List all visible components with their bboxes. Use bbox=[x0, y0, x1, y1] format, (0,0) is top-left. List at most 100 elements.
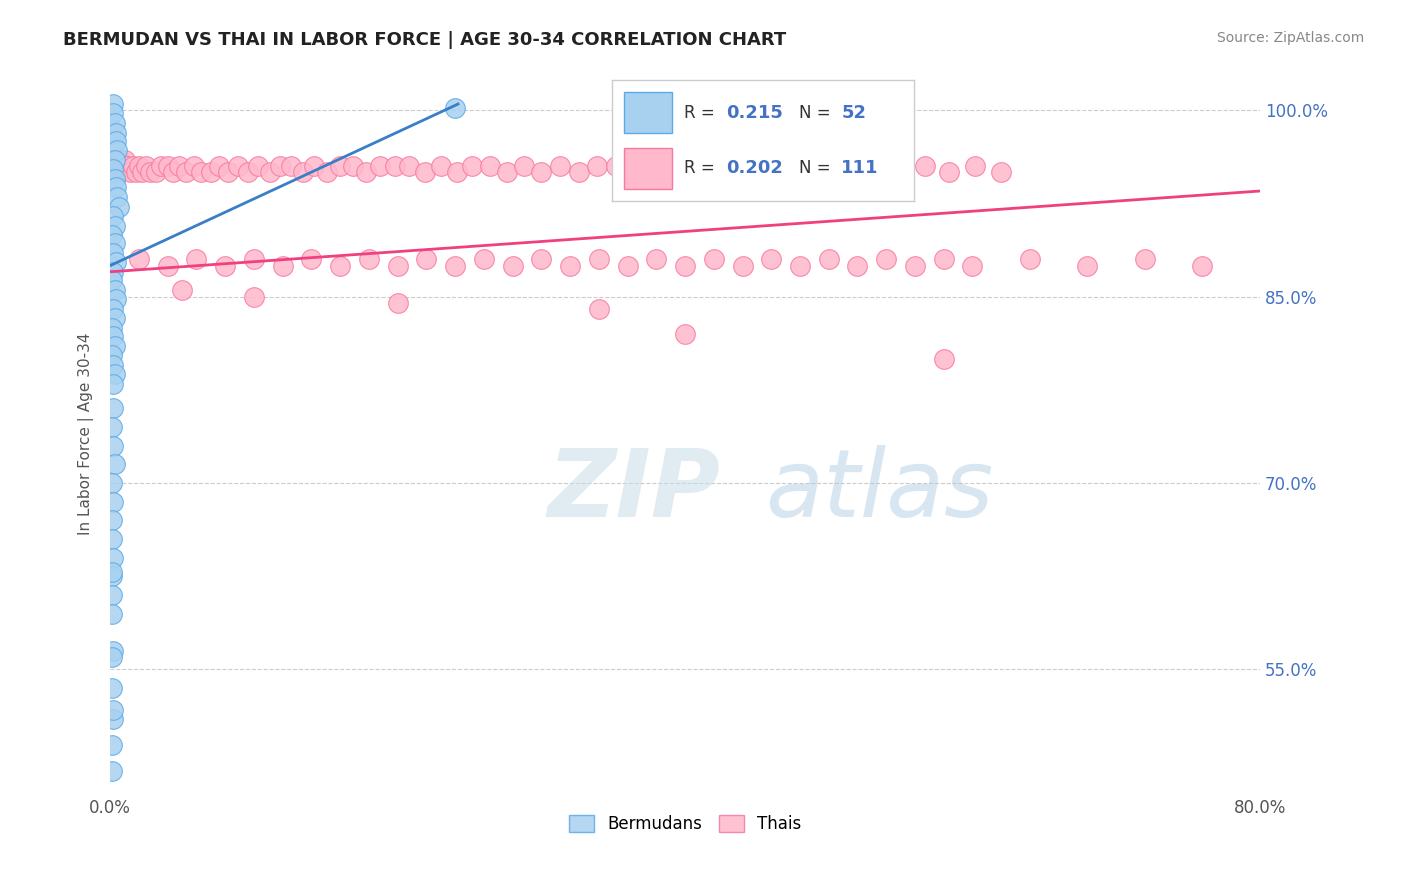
Point bbox=[645, 252, 668, 267]
Text: R =: R = bbox=[685, 103, 720, 122]
Point bbox=[605, 159, 627, 173]
Point bbox=[846, 259, 869, 273]
Point bbox=[461, 159, 484, 173]
Point bbox=[103, 116, 125, 130]
Point bbox=[208, 159, 231, 173]
Point bbox=[104, 292, 127, 306]
Point bbox=[135, 159, 157, 173]
Point bbox=[817, 159, 839, 173]
Point bbox=[370, 159, 392, 173]
Text: N =: N = bbox=[799, 159, 837, 178]
Point bbox=[101, 439, 124, 453]
Point bbox=[938, 165, 960, 179]
Point bbox=[101, 301, 124, 316]
Point bbox=[125, 165, 148, 179]
Point bbox=[329, 159, 352, 173]
Point bbox=[104, 255, 127, 269]
Point bbox=[890, 165, 912, 179]
Point bbox=[624, 165, 647, 179]
Point bbox=[100, 607, 122, 621]
Point bbox=[645, 159, 668, 173]
Point bbox=[478, 159, 501, 173]
Point bbox=[128, 159, 150, 173]
Point bbox=[841, 165, 863, 179]
Point bbox=[247, 159, 270, 173]
Point bbox=[342, 159, 364, 173]
Point bbox=[100, 348, 122, 362]
Point bbox=[156, 259, 179, 273]
Text: atlas: atlas bbox=[765, 445, 994, 536]
Point bbox=[100, 650, 122, 665]
Point bbox=[101, 161, 124, 176]
Point bbox=[616, 259, 638, 273]
Bar bbox=[624, 92, 672, 133]
Point bbox=[100, 566, 122, 580]
Point bbox=[354, 165, 377, 179]
Point bbox=[707, 159, 730, 173]
Point bbox=[962, 259, 984, 273]
Point bbox=[316, 165, 339, 179]
Point bbox=[162, 165, 184, 179]
Point bbox=[530, 252, 553, 267]
Point bbox=[100, 273, 122, 287]
Point bbox=[110, 165, 132, 179]
Point bbox=[103, 153, 125, 167]
Point bbox=[749, 165, 772, 179]
Point bbox=[117, 159, 139, 173]
Point bbox=[114, 153, 136, 167]
Text: 52: 52 bbox=[841, 103, 866, 122]
Point bbox=[217, 165, 239, 179]
Point bbox=[172, 284, 194, 298]
Text: 111: 111 bbox=[841, 159, 879, 178]
Point bbox=[107, 165, 129, 179]
Point bbox=[111, 159, 134, 173]
Point bbox=[101, 712, 124, 726]
Point bbox=[101, 105, 124, 120]
Point bbox=[107, 143, 129, 157]
Point bbox=[100, 420, 122, 434]
Point bbox=[101, 550, 124, 565]
Point bbox=[990, 165, 1012, 179]
Text: N =: N = bbox=[799, 103, 837, 122]
Point bbox=[101, 644, 124, 658]
Point bbox=[398, 159, 420, 173]
Point bbox=[932, 351, 955, 366]
Point bbox=[728, 159, 751, 173]
Point bbox=[731, 259, 754, 273]
Point bbox=[415, 252, 437, 267]
Point bbox=[101, 265, 124, 279]
Point bbox=[932, 252, 955, 267]
Point bbox=[1191, 259, 1213, 273]
Point bbox=[103, 236, 125, 251]
Point bbox=[496, 165, 519, 179]
Point bbox=[673, 259, 696, 273]
Point bbox=[112, 159, 135, 173]
Point bbox=[226, 159, 249, 173]
Bar bbox=[624, 148, 672, 188]
Point bbox=[280, 159, 302, 173]
Point bbox=[183, 159, 205, 173]
Point bbox=[413, 165, 436, 179]
Point bbox=[103, 284, 125, 298]
Point bbox=[100, 320, 122, 334]
Point bbox=[817, 252, 839, 267]
Point bbox=[1019, 252, 1042, 267]
Point bbox=[446, 165, 468, 179]
Point bbox=[186, 252, 208, 267]
Point bbox=[100, 227, 122, 242]
Point bbox=[965, 159, 987, 173]
Point bbox=[875, 252, 897, 267]
Point bbox=[100, 532, 122, 546]
Point bbox=[103, 165, 125, 179]
Point bbox=[103, 171, 125, 186]
Point bbox=[100, 476, 122, 491]
Point bbox=[685, 165, 707, 179]
Point bbox=[1076, 259, 1098, 273]
Point bbox=[472, 252, 495, 267]
Point bbox=[156, 159, 179, 173]
Point bbox=[502, 259, 524, 273]
Point bbox=[139, 165, 162, 179]
Point bbox=[772, 159, 794, 173]
Point bbox=[384, 159, 406, 173]
Point bbox=[101, 703, 124, 717]
